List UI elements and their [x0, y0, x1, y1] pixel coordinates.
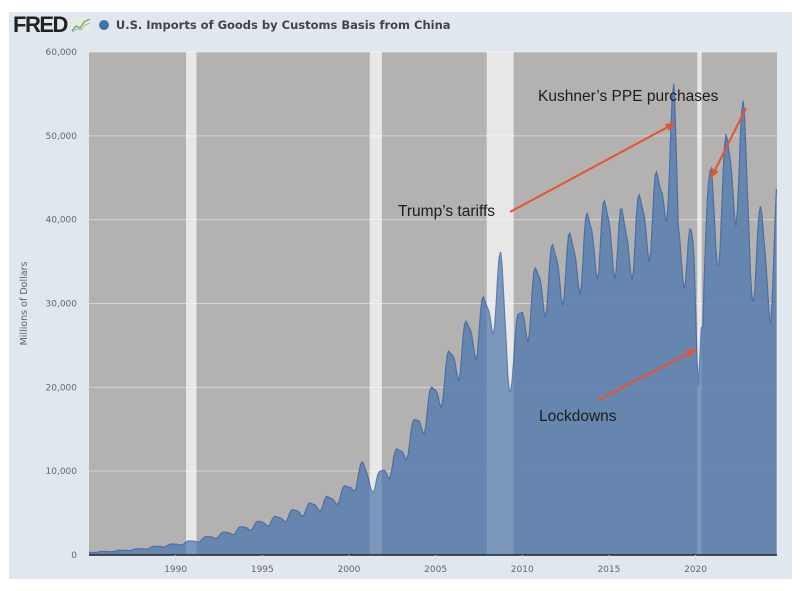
series-line — [89, 83, 777, 554]
legend-marker — [98, 20, 109, 30]
annotations: Kushner’s PPE purchases Trump’s tariffs Lo… — [398, 88, 747, 425]
annotation-arrow-2 — [597, 348, 697, 401]
annotation-label-0: Kushner’s PPE purchases — [538, 88, 719, 105]
y-tick-label: 10,000 — [46, 467, 78, 477]
x-tick-label: 2000 — [337, 565, 360, 575]
recession-overlays — [186, 52, 702, 555]
x-tick-label: 1995 — [251, 565, 274, 575]
recession-overlay-0 — [186, 52, 197, 555]
recession-overlay-2 — [486, 52, 514, 555]
x-tick-label: 1990 — [164, 565, 187, 575]
chart-header: FRED U.S. Imports of Goods by Customs Ba… — [13, 12, 451, 37]
x-tick-label: 2010 — [511, 565, 534, 575]
series-title[interactable]: U.S. Imports of Goods by Customs Basis f… — [115, 18, 451, 32]
recession-band-0 — [186, 52, 197, 555]
y-tick-label: 30,000 — [46, 300, 78, 310]
x-tick-label: 2015 — [597, 565, 620, 575]
x-tick-label: 2005 — [424, 565, 447, 575]
fred-logo[interactable]: FRED — [13, 12, 68, 37]
recession-band-3 — [697, 52, 702, 555]
y-axis-title: Millions of Dollars — [19, 262, 30, 346]
x-tick-label: 2020 — [684, 565, 707, 575]
annotation-arrow-1 — [509, 122, 676, 213]
annotation-arrow-0 — [710, 107, 747, 179]
recession-overlay-3 — [697, 52, 702, 555]
y-tick-label: 20,000 — [46, 383, 78, 393]
line-chart-icon — [70, 17, 91, 33]
x-axis: 1990 1995 2000 2005 2010 2015 2020 — [164, 555, 707, 575]
recession-overlay-1 — [369, 52, 382, 555]
annotation-label-2: Lockdowns — [539, 408, 617, 425]
annotation-label-1: Trump’s tariffs — [398, 203, 495, 220]
y-axis: 0 10,000 20,000 30,000 40,000 50,000 60,000 — [46, 48, 78, 561]
y-tick-label: 60,000 — [46, 48, 78, 58]
recession-band-1 — [369, 52, 382, 555]
y-tick-label: 50,000 — [46, 132, 78, 142]
y-tick-label: 40,000 — [46, 216, 78, 226]
y-tick-label: 0 — [71, 551, 77, 561]
